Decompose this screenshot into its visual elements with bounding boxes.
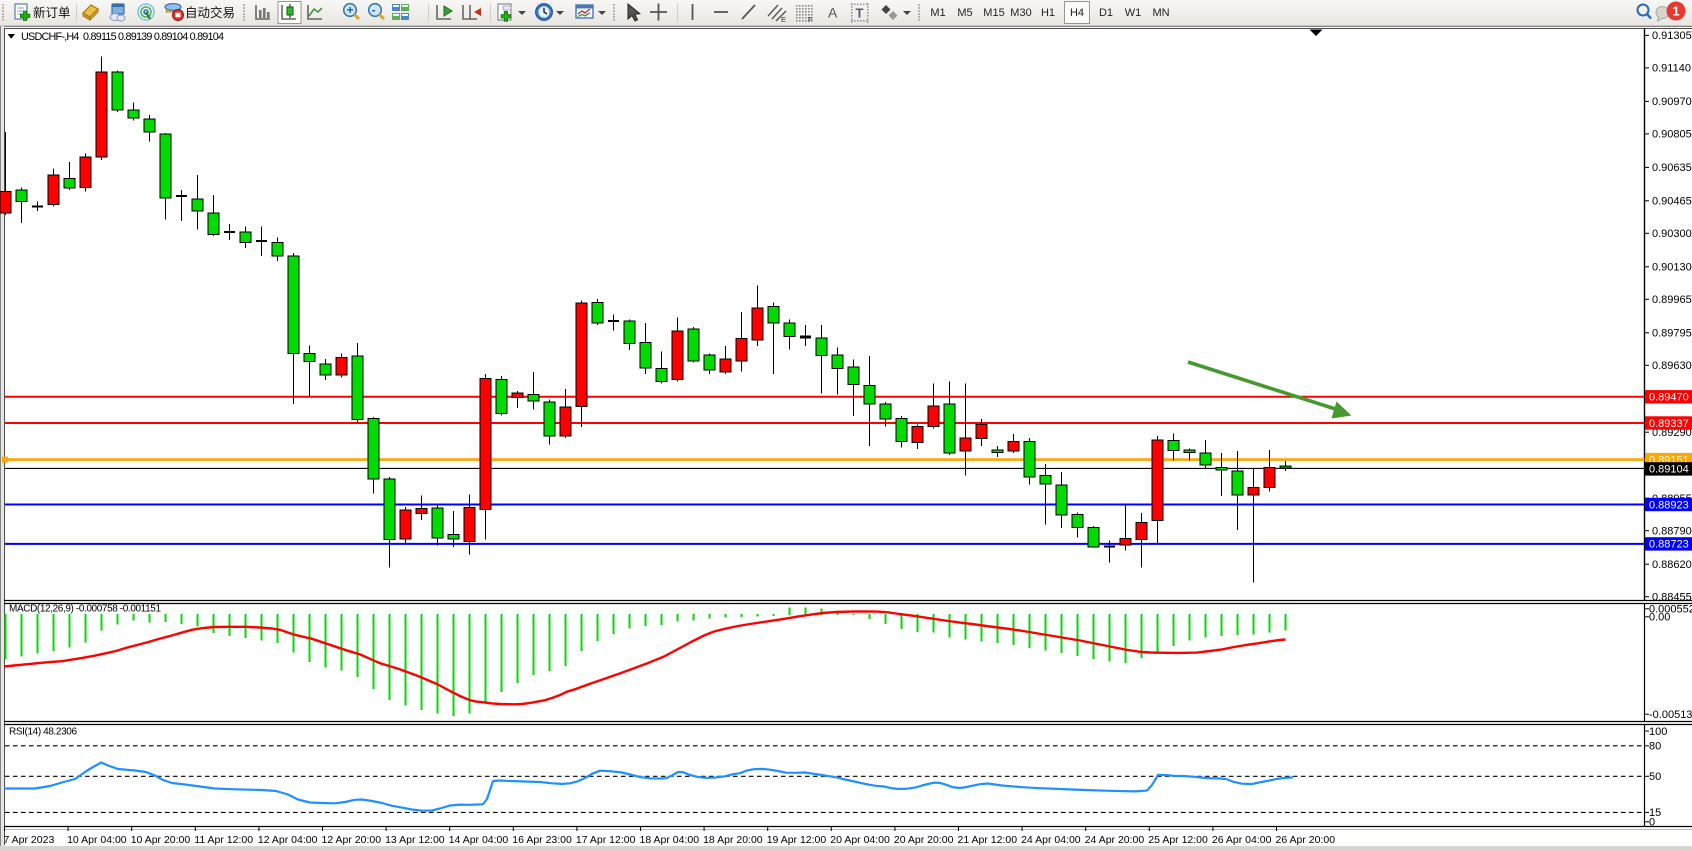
svg-text:100: 100 — [1649, 726, 1667, 738]
svg-text:0.91140: 0.91140 — [1652, 63, 1691, 75]
svg-text:自动交易: 自动交易 — [185, 5, 235, 20]
svg-text:0: 0 — [1649, 817, 1655, 829]
svg-text:0.89470: 0.89470 — [1649, 392, 1689, 404]
svg-text:0.90300: 0.90300 — [1652, 228, 1692, 240]
svg-text:7 Apr 2023: 7 Apr 2023 — [4, 834, 55, 846]
svg-text:+: + — [347, 3, 354, 17]
svg-text:0.88455: 0.88455 — [1652, 592, 1692, 604]
svg-text:0.88923: 0.88923 — [1649, 499, 1689, 511]
svg-text:0.90635: 0.90635 — [1652, 162, 1692, 174]
svg-text:USDCHF-,H4 0.89115 0.89139 0.: USDCHF-,H4 0.89115 0.89139 0.89104 0.891… — [21, 31, 224, 43]
svg-text:0.90130: 0.90130 — [1652, 262, 1692, 274]
svg-text:25 Apr 12:00: 25 Apr 12:00 — [1148, 834, 1208, 846]
svg-text:0.89290: 0.89290 — [1652, 427, 1692, 439]
svg-text:H1: H1 — [1041, 7, 1055, 19]
svg-text:0.88790: 0.88790 — [1652, 526, 1692, 538]
svg-text:80: 80 — [1649, 741, 1661, 753]
svg-text:0.90970: 0.90970 — [1652, 96, 1692, 108]
svg-text:T: T — [856, 6, 864, 21]
svg-text:RSI(14) 48.2306: RSI(14) 48.2306 — [9, 727, 77, 738]
svg-text:19 Apr 12:00: 19 Apr 12:00 — [767, 834, 827, 846]
svg-text:M15: M15 — [983, 7, 1004, 19]
svg-text:0.89337: 0.89337 — [1649, 418, 1689, 430]
svg-text:F: F — [808, 15, 813, 24]
svg-text:12 Apr 04:00: 12 Apr 04:00 — [258, 834, 318, 846]
svg-text:0.88620: 0.88620 — [1652, 559, 1692, 571]
svg-text:0.91305: 0.91305 — [1652, 30, 1692, 42]
svg-text:D1: D1 — [1099, 7, 1113, 19]
svg-text:20 Apr 04:00: 20 Apr 04:00 — [830, 834, 890, 846]
svg-text:0.000552: 0.000552 — [1649, 604, 1692, 616]
svg-text:E: E — [781, 15, 786, 24]
svg-text:0.90805: 0.90805 — [1652, 129, 1692, 141]
svg-text:13 Apr 12:00: 13 Apr 12:00 — [385, 834, 445, 846]
svg-text:新订单: 新订单 — [33, 5, 71, 20]
svg-text:MACD(12,26,9) -0.000758 -0.001: MACD(12,26,9) -0.000758 -0.001151 — [9, 604, 161, 615]
svg-text:0.88723: 0.88723 — [1649, 539, 1689, 551]
svg-text:26 Apr 04:00: 26 Apr 04:00 — [1212, 834, 1272, 846]
svg-text:0.89795: 0.89795 — [1652, 328, 1692, 340]
svg-text:50: 50 — [1649, 771, 1661, 783]
svg-text:16 Apr 23:00: 16 Apr 23:00 — [512, 834, 572, 846]
svg-text:0.89965: 0.89965 — [1652, 294, 1692, 306]
svg-text:10 Apr 20:00: 10 Apr 20:00 — [131, 834, 191, 846]
svg-text:12 Apr 20:00: 12 Apr 20:00 — [322, 834, 382, 846]
svg-text:21 Apr 12:00: 21 Apr 12:00 — [958, 834, 1018, 846]
svg-text:17 Apr 12:00: 17 Apr 12:00 — [576, 834, 636, 846]
svg-text:A: A — [828, 5, 838, 21]
svg-text:10 Apr 04:00: 10 Apr 04:00 — [67, 834, 127, 846]
svg-text:20 Apr 20:00: 20 Apr 20:00 — [894, 834, 954, 846]
svg-text:0.89104: 0.89104 — [1649, 464, 1689, 476]
svg-text:-0.00513: -0.00513 — [1649, 709, 1692, 721]
svg-text:-: - — [372, 3, 376, 17]
svg-text:M5: M5 — [957, 7, 972, 19]
svg-text:14 Apr 04:00: 14 Apr 04:00 — [449, 834, 509, 846]
svg-text:H4: H4 — [1070, 7, 1084, 19]
svg-text:0.90465: 0.90465 — [1652, 196, 1692, 208]
svg-text:MN: MN — [1152, 7, 1169, 19]
svg-text:26 Apr 20:00: 26 Apr 20:00 — [1276, 834, 1336, 846]
svg-text:0.89630: 0.89630 — [1652, 360, 1692, 372]
svg-text:24 Apr 04:00: 24 Apr 04:00 — [1021, 834, 1081, 846]
svg-text:24 Apr 20:00: 24 Apr 20:00 — [1085, 834, 1145, 846]
svg-text:W1: W1 — [1125, 7, 1142, 19]
svg-text:18 Apr 04:00: 18 Apr 04:00 — [640, 834, 700, 846]
svg-text:0.00: 0.00 — [1649, 612, 1670, 624]
svg-text:1: 1 — [1672, 4, 1679, 19]
svg-text:M1: M1 — [930, 7, 945, 19]
svg-text:M30: M30 — [1010, 7, 1031, 19]
svg-text:18 Apr 20:00: 18 Apr 20:00 — [703, 834, 763, 846]
svg-text:15: 15 — [1649, 807, 1661, 819]
svg-text:11 Apr 12:00: 11 Apr 12:00 — [194, 834, 253, 846]
